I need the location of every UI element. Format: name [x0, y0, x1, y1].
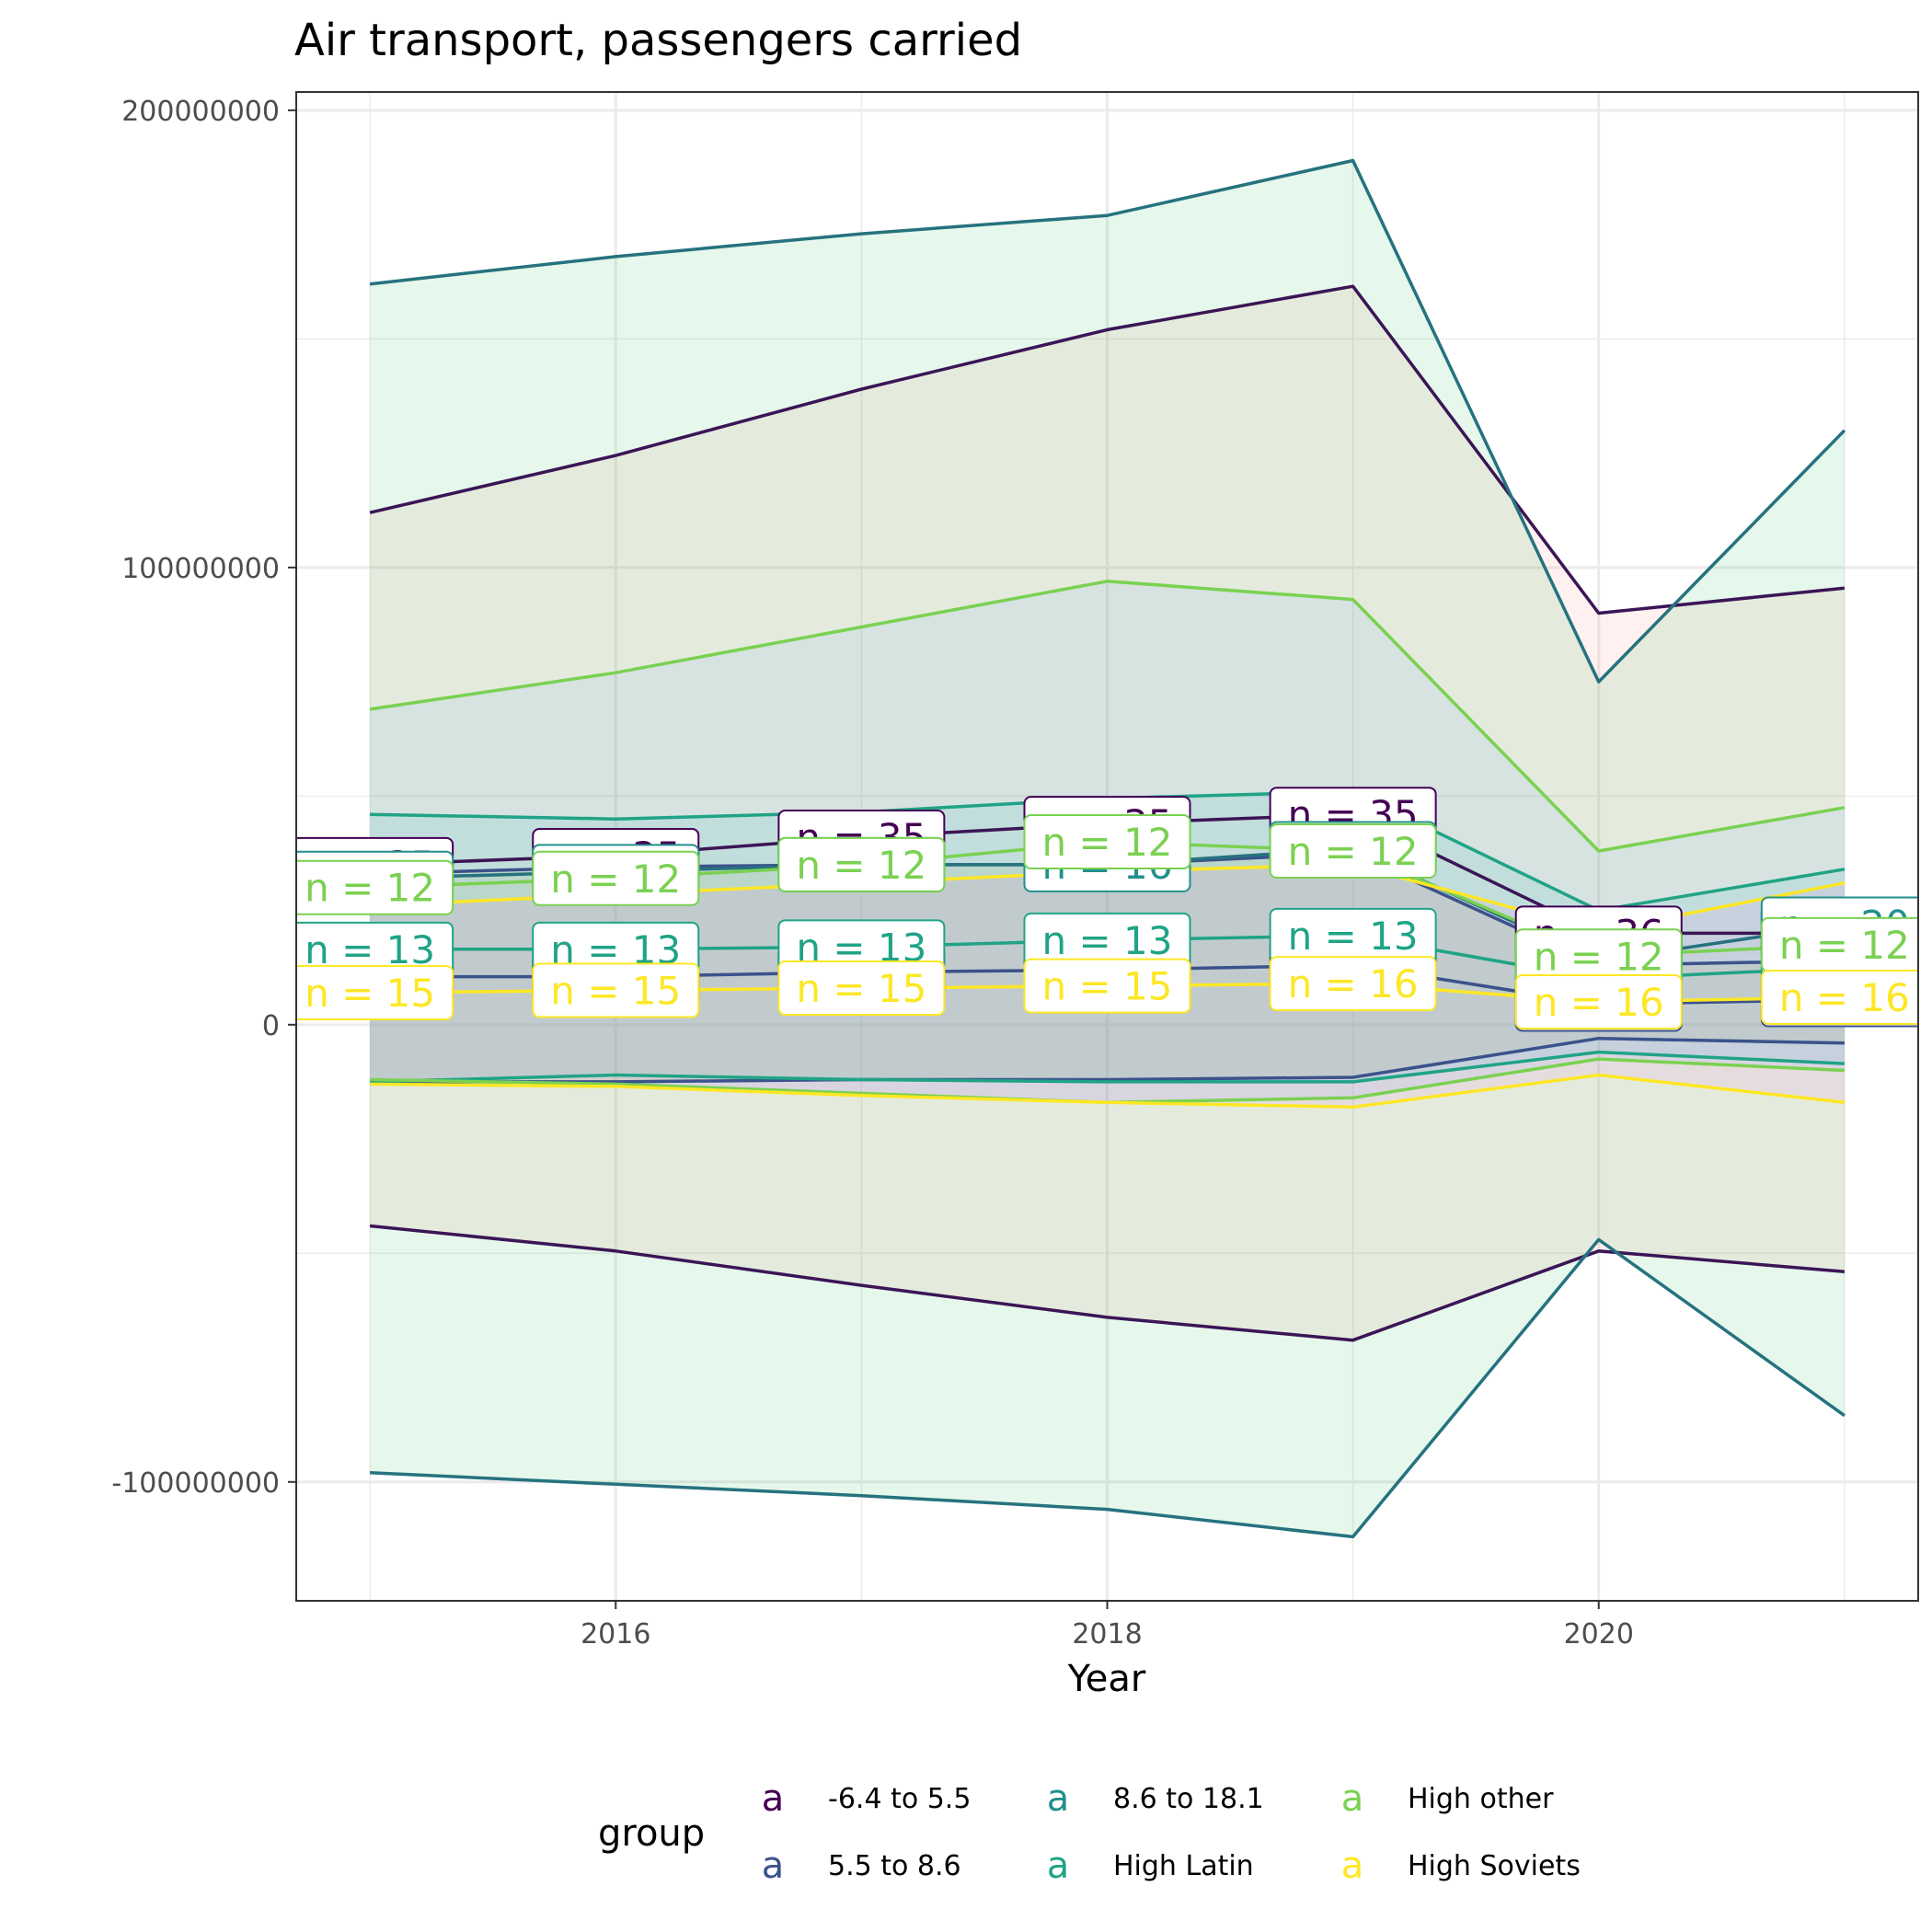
n-label-box: [296, 859, 454, 915]
plot-area: n = 35n = 35n = 35n = 35n = 35n = 36n = …: [111, 91, 1919, 1650]
n-label-text: n = 12: [550, 857, 681, 902]
n-label: n = 15: [296, 965, 454, 1021]
line-lower-5: [370, 1073, 1846, 1110]
n-label-text: n = 16: [1779, 975, 1910, 1020]
line-lower-1: [370, 1036, 1845, 1084]
x-tick-label: 2020: [1564, 1618, 1634, 1650]
line-lower-0: [369, 1224, 1846, 1342]
n-label-box: [1023, 958, 1191, 1014]
legend-item: a 5.5 to 8.6: [762, 1845, 961, 1887]
n-label-box: [1269, 822, 1437, 879]
n-label-text: n = 15: [550, 969, 681, 1014]
x-tick-label: 2016: [581, 1618, 650, 1650]
legend-label: High other: [1408, 1783, 1554, 1815]
n-label: n = 12: [1269, 822, 1437, 879]
y-tick-label: 0: [262, 1010, 280, 1042]
legend-label: -6.4 to 5.5: [828, 1783, 971, 1815]
n-label-text: n = 13: [1288, 914, 1419, 959]
n-label-text: n = 15: [1042, 964, 1173, 1009]
chart-title: Air transport, passengers carried: [294, 15, 1022, 66]
n-label: n = 12: [1023, 814, 1191, 870]
n-label-text: n = 12: [796, 843, 926, 888]
legend-item: a High other: [1341, 1777, 1554, 1820]
legend-label: 5.5 to 8.6: [828, 1850, 961, 1882]
n-label: n = 13: [296, 921, 454, 977]
n-label-text: n = 12: [1042, 820, 1173, 865]
n-label-box: [1269, 956, 1437, 1012]
n-label-box: [1514, 973, 1683, 1029]
n-label: n = 12: [777, 836, 946, 892]
legend-key: a: [1047, 1845, 1070, 1887]
n-label: n = 16: [1760, 970, 1918, 1025]
legend-key: a: [1341, 1777, 1364, 1820]
legend-key: a: [1047, 1777, 1070, 1820]
y-tick-label: 100000000: [121, 553, 280, 585]
line-upper-0: [369, 284, 1846, 615]
legend-item: a -6.4 to 5.5: [762, 1777, 972, 1820]
n-label-box: [532, 850, 700, 906]
n-label-box: [532, 962, 700, 1018]
legend-label: 8.6 to 18.1: [1113, 1783, 1264, 1815]
y-tick-label: 200000000: [121, 96, 280, 128]
line-lower-2: [370, 1237, 1846, 1539]
n-label-box: [777, 960, 946, 1017]
n-label-text: n = 12: [1534, 934, 1664, 979]
line-upper-2: [369, 158, 1846, 684]
n-label-box: [777, 836, 946, 892]
n-label: n = 13: [1023, 912, 1191, 968]
n-label: n = 16: [1514, 973, 1683, 1029]
n-label-text: n = 12: [1779, 923, 1910, 968]
legend-key: a: [762, 1777, 785, 1820]
legend-item: a High Soviets: [1341, 1845, 1581, 1887]
n-label-box: [1760, 970, 1918, 1025]
x-axis-title: Year: [1067, 1658, 1146, 1700]
legend-label: High Latin: [1113, 1850, 1254, 1882]
n-label-text: n = 12: [305, 866, 435, 911]
n-label: n = 15: [777, 960, 946, 1017]
n-label: n = 12: [1760, 916, 1918, 972]
n-label-box: [1023, 814, 1191, 870]
line-lower-3: [370, 1050, 1845, 1084]
y-tick-label: -100000000: [111, 1467, 280, 1500]
legend-item: a 8.6 to 18.1: [1047, 1777, 1264, 1820]
legend-key: a: [1341, 1845, 1364, 1887]
x-tick-label: 2018: [1072, 1618, 1142, 1650]
n-label-text: n = 12: [1288, 829, 1419, 874]
legend-item: a High Latin: [1047, 1845, 1254, 1887]
n-label: n = 15: [532, 962, 700, 1018]
n-label: n = 12: [296, 859, 454, 915]
n-label-text: n = 15: [796, 966, 926, 1011]
legend-label: High Soviets: [1408, 1850, 1581, 1882]
legend-title: group: [598, 1812, 705, 1855]
legend-key: a: [762, 1845, 785, 1887]
n-label: n = 13: [1269, 907, 1437, 963]
n-label-text: n = 13: [1042, 918, 1173, 963]
n-label-text: n = 16: [1288, 961, 1419, 1006]
legend: group a -6.4 to 5.5 a 5.5 to 8.6 a 8.6 to 18.…: [598, 1777, 1581, 1887]
line-upper-4: [369, 580, 1846, 853]
n-label: n = 12: [532, 850, 700, 906]
n-label: n = 15: [1023, 958, 1191, 1014]
n-label-text: n = 15: [305, 971, 435, 1016]
n-label-text: n = 13: [305, 927, 435, 972]
series-layer: n = 35n = 35n = 35n = 35n = 35n = 36n = …: [296, 158, 1918, 1539]
n-label-box: [296, 965, 454, 1021]
n-label-text: n = 16: [1534, 980, 1664, 1025]
n-label: n = 16: [1269, 956, 1437, 1012]
n-label: n = 12: [1514, 928, 1683, 984]
